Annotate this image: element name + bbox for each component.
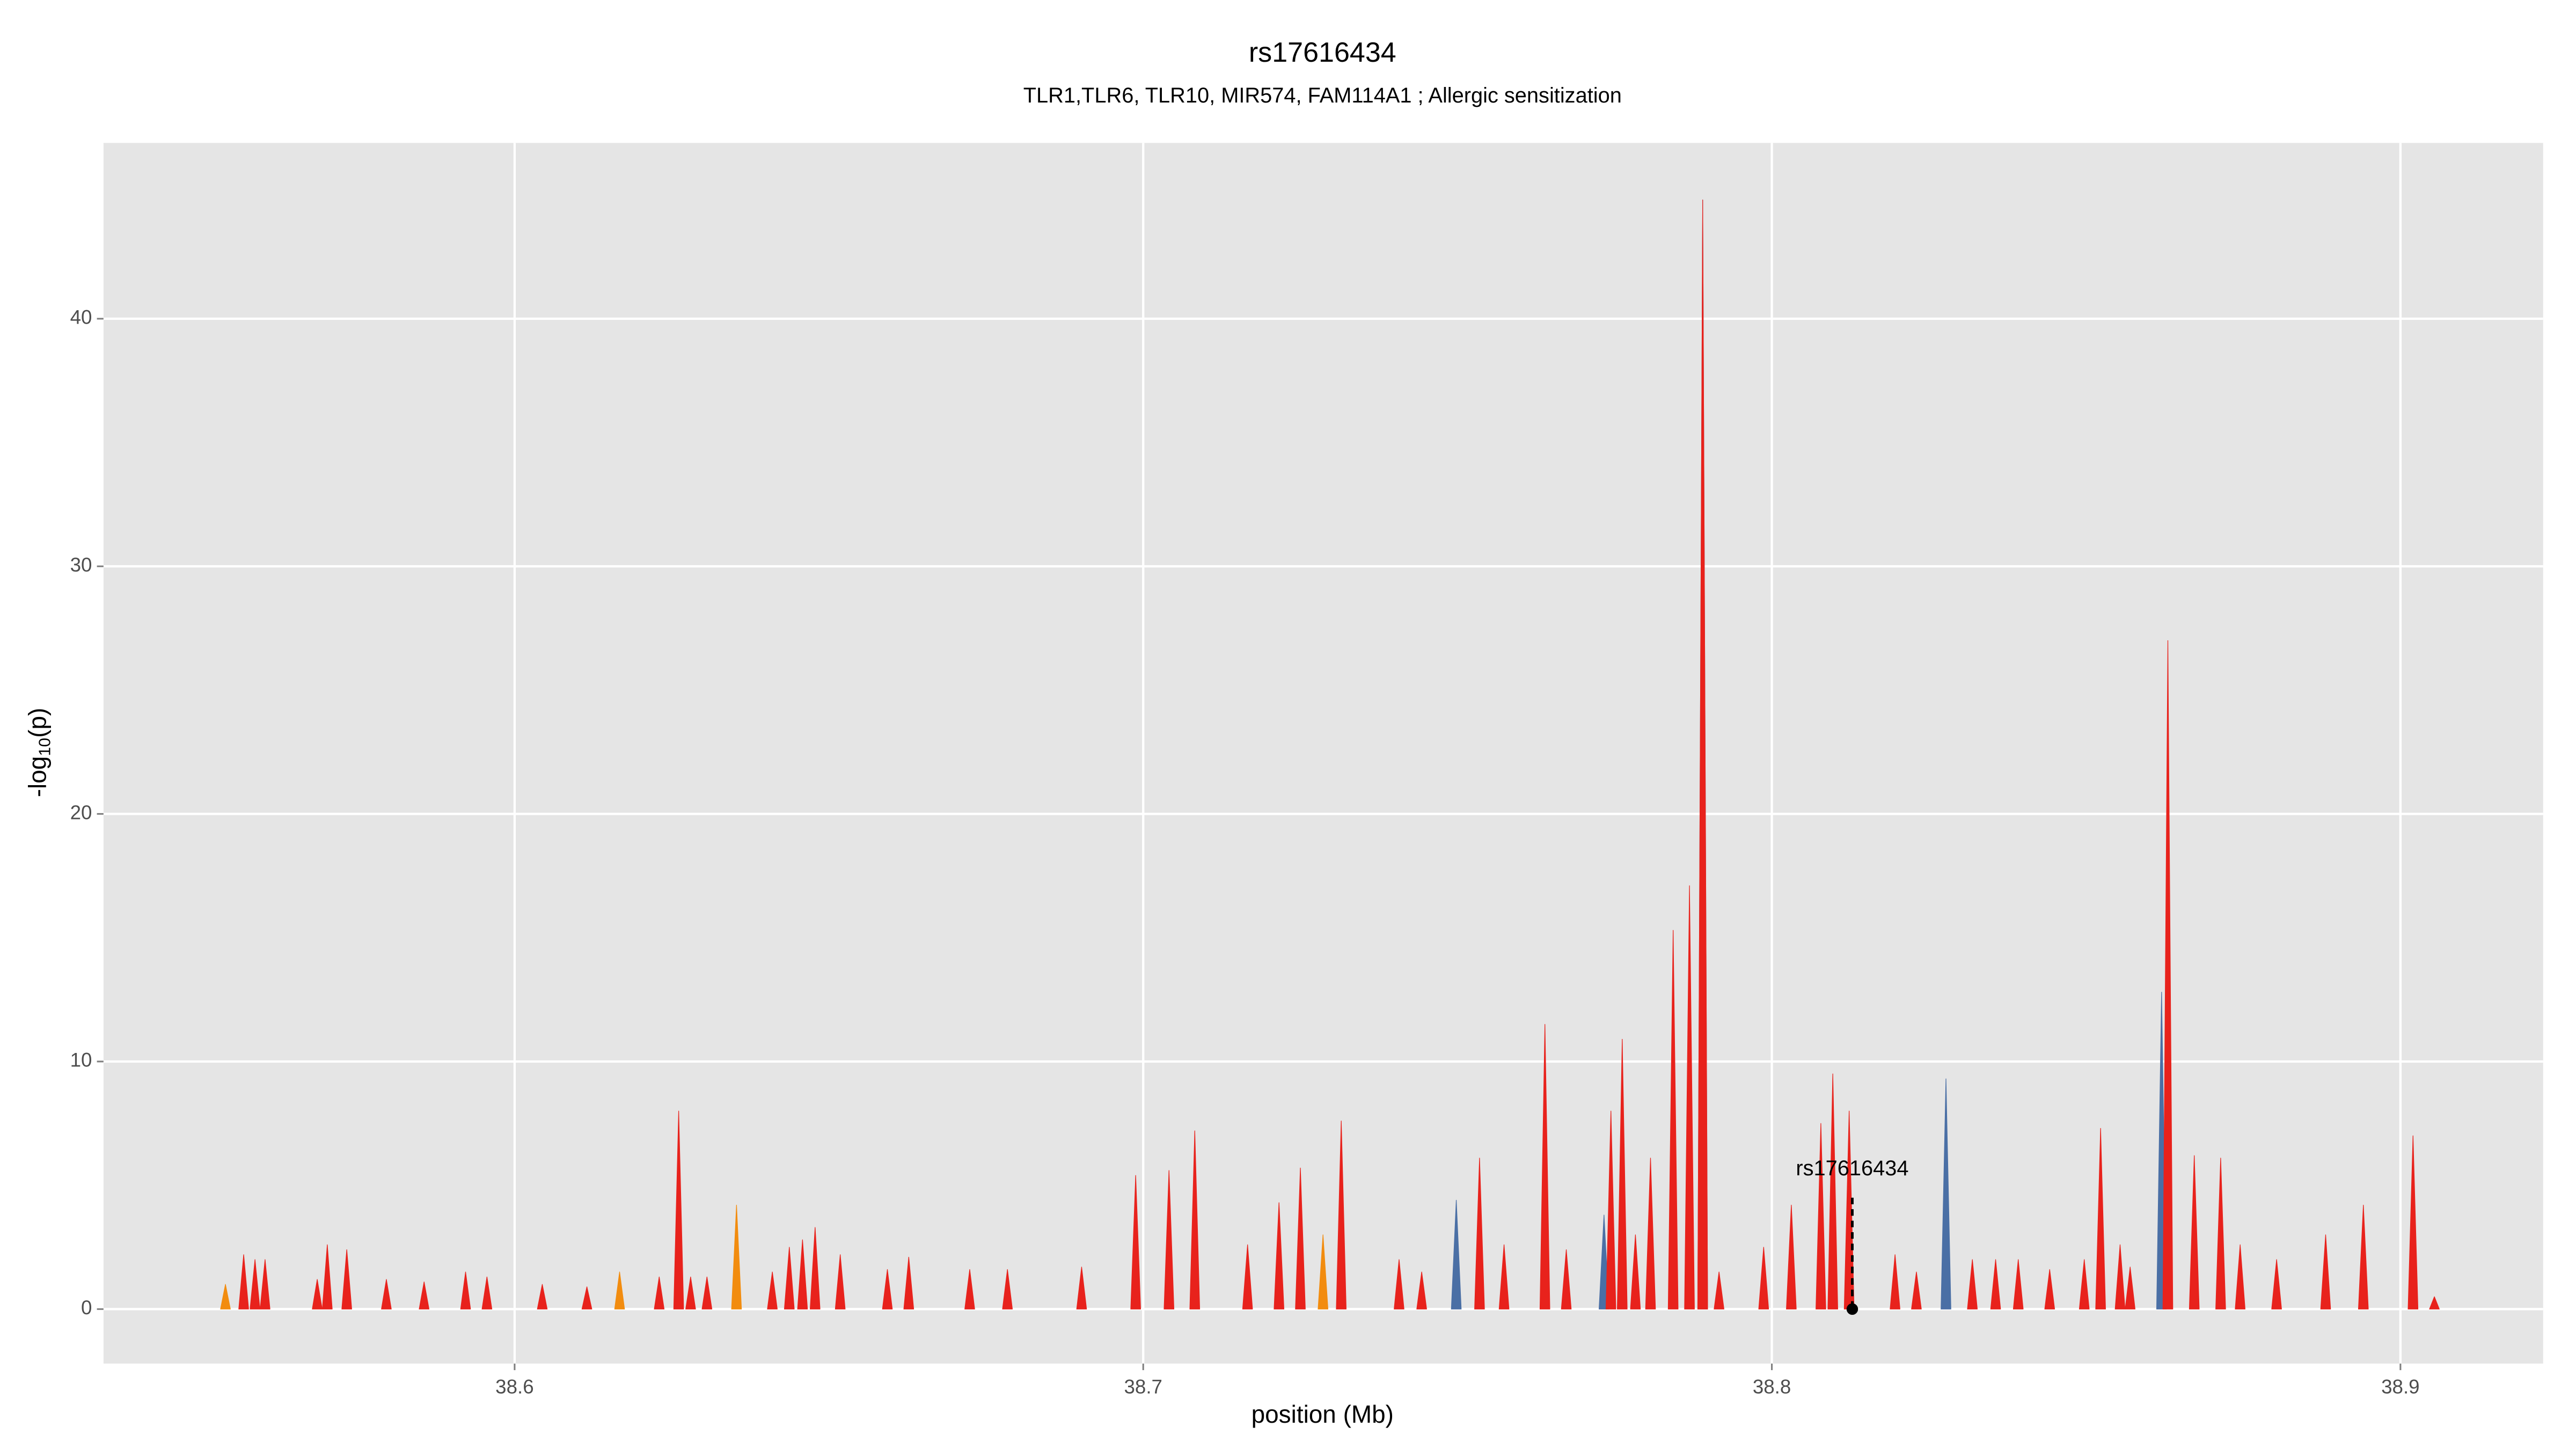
spike [673,1110,684,1309]
spike [1630,1234,1641,1309]
x-tick-label: 38.8 [1753,1375,1791,1397]
y-axis-label: -log10(p) [24,708,54,797]
spike [1076,1267,1087,1309]
spike [581,1286,592,1309]
spike [784,1247,795,1309]
spike [1394,1259,1404,1309]
spike [1941,1078,1951,1309]
spike [1242,1244,1253,1309]
spike [419,1281,430,1309]
y-axis-label-subscript: 10 [36,738,54,756]
spike [2235,1244,2245,1309]
spike [882,1269,893,1309]
spike [460,1271,471,1309]
spike [1189,1130,1201,1309]
spike [810,1227,821,1309]
marks [220,199,2440,1315]
spike [1539,1024,1550,1309]
x-tick-label: 38.7 [1124,1375,1162,1397]
y-axis-label-part: (p) [24,708,52,738]
chart-title: rs17616434 [1249,37,1396,68]
spike [1274,1202,1285,1309]
spike [1990,1259,2001,1309]
x-axis-label: position (Mb) [1252,1400,1394,1428]
spike [322,1244,333,1309]
spike [260,1259,270,1309]
y-tick-label: 10 [70,1049,92,1071]
spike [238,1254,249,1309]
spike [1827,1073,1838,1309]
spike [381,1279,392,1309]
spike [2125,1267,2136,1309]
spike [1967,1259,1978,1309]
spike [1498,1244,1510,1309]
spike [341,1249,352,1309]
spike [614,1271,625,1309]
spike [2271,1259,2282,1309]
spike [2215,1158,2226,1309]
spike [1911,1271,1922,1309]
spike [1336,1121,1346,1309]
spike [2114,1244,2126,1309]
spike [2162,640,2174,1309]
spike [1667,930,1679,1309]
spike [903,1256,914,1309]
snp-label: rs17616434 [1796,1157,1908,1180]
spike [1318,1234,1329,1309]
spike [2095,1128,2106,1309]
spike [767,1271,778,1309]
spike [685,1276,696,1309]
spike [1605,1110,1616,1309]
spike [2189,1155,2200,1309]
spike [1697,199,1708,1309]
y-tick-label: 20 [70,801,92,823]
spike [1002,1269,1013,1309]
y-tick-label: 30 [70,554,92,576]
spike [312,1279,323,1309]
spike [835,1254,846,1309]
spike [1758,1247,1769,1309]
snp-point [1846,1303,1858,1315]
spike [1684,885,1695,1309]
spike [2079,1259,2090,1309]
spike [1130,1175,1141,1309]
y-axis-label-part: -log [24,756,52,797]
spike [2407,1135,2419,1309]
spike [2358,1204,2369,1309]
spike [964,1269,975,1309]
spike [2044,1269,2055,1309]
spike [701,1276,713,1309]
grid [103,143,2543,1364]
spike [1786,1204,1797,1309]
y-tick-label: 0 [81,1297,92,1319]
spike [1714,1271,1724,1309]
x-tick-label: 38.6 [495,1375,533,1397]
spike [1451,1199,1462,1309]
spike [1163,1170,1175,1309]
spike [1645,1158,1656,1309]
spike [1816,1123,1826,1309]
spike [1295,1167,1306,1309]
spike [220,1284,231,1309]
spike [2429,1296,2440,1309]
spike [797,1239,808,1309]
y-tick-label: 40 [70,306,92,328]
spike [481,1276,493,1309]
chart-subtitle: TLR1,TLR6, TLR10, MIR574, FAM114A1 ; All… [1023,84,1622,107]
spike [1474,1158,1485,1309]
plot-panel [103,143,2543,1364]
spike [2320,1234,2331,1309]
x-tick-label: 38.9 [2381,1375,2419,1397]
spike [1616,1038,1628,1309]
spike [1561,1249,1572,1309]
spike [1416,1271,1427,1309]
spike [731,1204,742,1309]
spike [2012,1259,2024,1309]
spike [537,1284,548,1309]
spike [250,1259,260,1309]
spike [1890,1254,1900,1309]
spike [654,1276,665,1309]
